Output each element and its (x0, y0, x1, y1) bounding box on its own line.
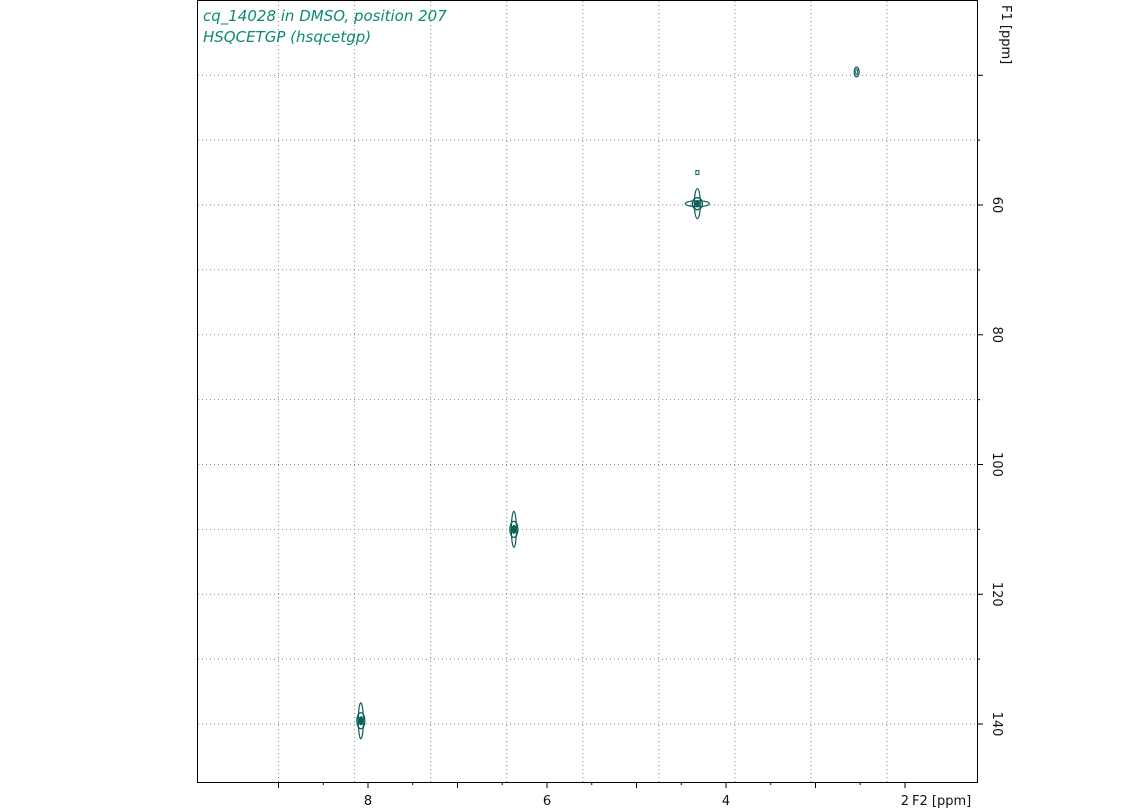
y-tick-label: 120 (989, 582, 1004, 607)
x-axis-ticks: 8 6 4 2 (278, 782, 909, 809)
contour-peak (509, 510, 519, 548)
y-axis-ticks: 60 80 100 120 140 (977, 74, 1004, 737)
x-tick-label: 6 (543, 794, 551, 809)
y-tick-label: 60 (989, 197, 1004, 214)
chart-title: cq_14028 in DMSO, position 207 (203, 7, 447, 25)
x-axis-label: F2 [ppm] (912, 794, 971, 809)
x-tick-label: 8 (364, 794, 372, 809)
y-axis-label: F1 [ppm] (998, 5, 1013, 64)
contour-peaks (356, 66, 860, 740)
plot-frame (197, 0, 978, 783)
y-tick-label: 100 (989, 452, 1004, 477)
y-tick-label: 80 (989, 326, 1004, 343)
chart-subtitle: HSQCETGP (hsqcetgp) (203, 28, 372, 46)
y-tick-label: 140 (989, 712, 1004, 737)
contour-peak (853, 66, 860, 78)
grid-lines (198, 1, 977, 782)
contour-peak (695, 170, 700, 176)
contour-peak (684, 188, 710, 220)
x-tick-label: 2 (901, 794, 909, 809)
contour-peak (356, 702, 366, 740)
x-tick-label: 4 (722, 794, 730, 809)
